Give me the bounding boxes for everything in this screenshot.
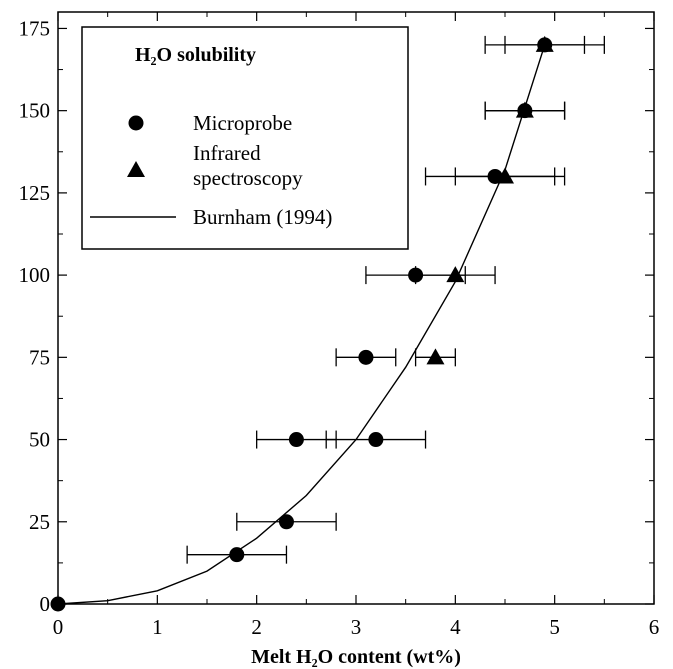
x-tick-label: 3 — [351, 615, 362, 639]
legend-box — [81, 26, 409, 250]
legend-entries: Microprobe Infrared spectroscopy Burnham (1… — [90, 111, 332, 229]
microprobe-point — [358, 349, 374, 365]
microprobe-point — [288, 432, 304, 448]
x-tick-label: 0 — [53, 615, 64, 639]
legend-infrared-symbol — [127, 161, 145, 177]
x-tick-label: 5 — [549, 615, 560, 639]
infrared-point — [446, 266, 465, 283]
microprobe-point — [229, 547, 245, 563]
y-tick-label: 0 — [40, 592, 51, 616]
legend-label-line: Infrared — [193, 141, 261, 165]
y-tick-label: 100 — [19, 263, 51, 287]
x-tick-label: 2 — [251, 615, 262, 639]
legend-label: Microprobe — [193, 111, 292, 135]
legend-microprobe-symbol — [128, 115, 144, 131]
y-tick-label: 125 — [19, 181, 51, 205]
infrared-point — [496, 167, 514, 184]
x-tick-label: 6 — [649, 615, 660, 639]
legend-title: H₂O solubility — [135, 44, 256, 66]
microprobe-point — [408, 267, 424, 283]
y-tick-label: 175 — [19, 16, 51, 40]
x-tick-label: 4 — [450, 615, 461, 639]
microprobe-point — [50, 596, 66, 612]
infrared-point — [426, 348, 445, 365]
infrared-point — [535, 35, 554, 52]
microprobe-point — [278, 514, 294, 530]
x-axis-title: Melt H₂O content (wt%) — [251, 646, 461, 668]
legend-label: Infrared spectroscopy — [193, 141, 303, 190]
x-tick-label: 1 — [152, 615, 163, 639]
data-markers-layer — [50, 35, 554, 612]
y-tick-label: 150 — [19, 99, 51, 123]
infrared-point — [515, 101, 534, 118]
y-tick-label: 75 — [29, 345, 50, 369]
y-tick-label: 25 — [29, 510, 50, 534]
microprobe-point — [368, 432, 384, 448]
legend-label-line: spectroscopy — [193, 166, 303, 190]
legend-label: Burnham (1994) — [193, 205, 332, 229]
y-tick-label: 50 — [29, 428, 50, 452]
legend: H₂O solubility Microprobe Infrared spectro… — [81, 26, 409, 250]
x-axis-ticks: 0 1 2 3 4 5 6 — [53, 12, 660, 639]
burnham-1994-curve — [57, 44, 546, 605]
y-axis-ticks: 0 25 50 75 100 125 150 175 — [19, 16, 654, 616]
burnham-curve-layer — [57, 44, 546, 605]
